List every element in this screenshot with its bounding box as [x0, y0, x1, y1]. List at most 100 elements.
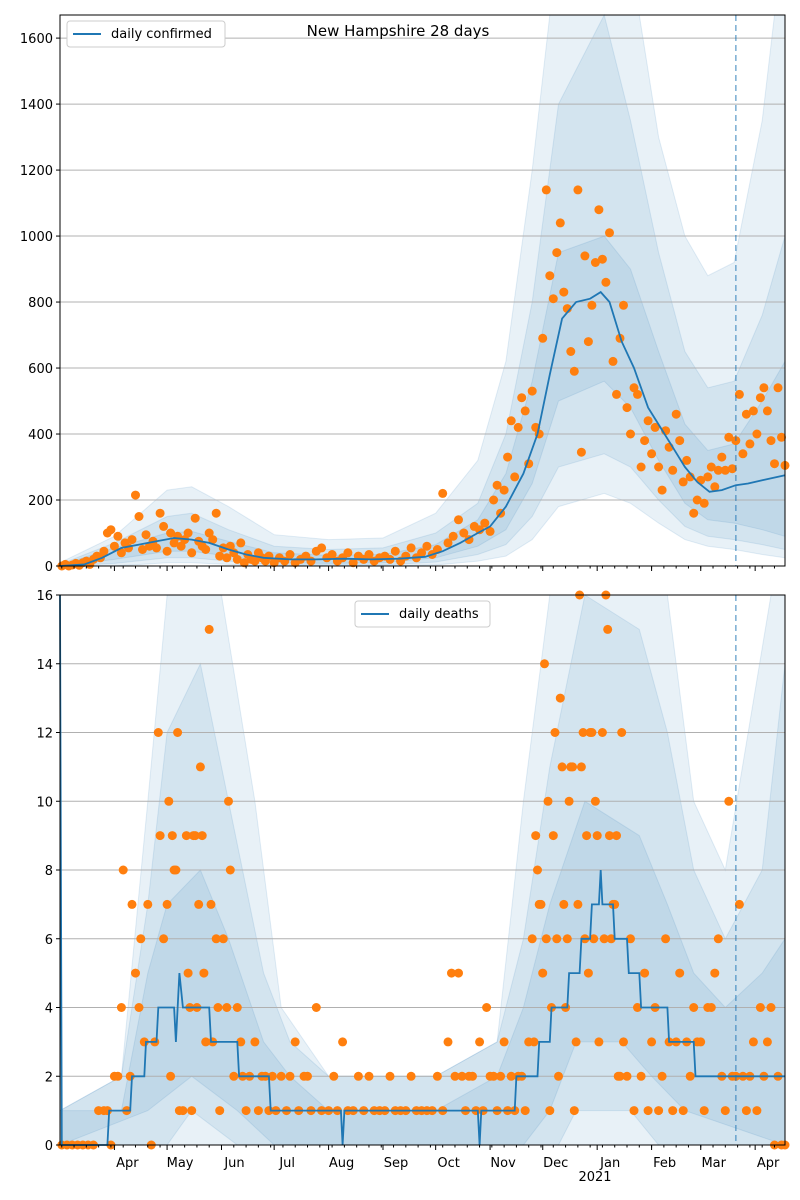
data-point [543, 796, 553, 806]
x-tick-label: Aug [329, 1156, 354, 1171]
data-point [131, 968, 140, 978]
data-point [527, 934, 537, 944]
data-point [343, 548, 353, 558]
data-point [432, 1071, 442, 1081]
confirmed-plot-frame [59, 14, 786, 567]
data-point [633, 389, 642, 399]
data-point [131, 490, 140, 500]
data-point [727, 464, 737, 474]
data-point [406, 543, 416, 553]
data-point [187, 548, 197, 558]
data-point [605, 228, 614, 238]
data-point [538, 333, 548, 343]
data-point [106, 525, 116, 535]
data-point [222, 1003, 232, 1012]
data-point [734, 389, 744, 399]
data-point [489, 495, 499, 505]
data-point [116, 548, 126, 558]
data-point [755, 393, 765, 403]
data-point [629, 1106, 639, 1116]
data-point [741, 1106, 751, 1116]
deaths-x-axis: Apr May Jun Jul Aug Sep Oct Nov Dec Jan Feb Mar Apr [61, 1145, 780, 1171]
data-point [190, 831, 200, 841]
data-point [762, 406, 772, 416]
data-point [134, 1003, 144, 1012]
data-point [267, 1071, 277, 1081]
data-point [608, 356, 618, 366]
data-point [576, 447, 586, 457]
data-point [622, 1071, 632, 1081]
data-point [706, 1003, 716, 1012]
data-point [232, 554, 242, 564]
y-tick-label: 0 [45, 560, 53, 575]
x-tick-label: Apr [757, 1156, 780, 1171]
data-point [597, 254, 607, 264]
data-point [550, 728, 560, 737]
data-point [594, 205, 604, 215]
x-tick-label: Oct [437, 1156, 459, 1171]
data-point [552, 934, 562, 944]
data-point [678, 477, 688, 487]
confirmed-gridlines [60, 37, 785, 567]
data-point [675, 436, 685, 446]
data-point [364, 550, 374, 559]
data-point [626, 934, 635, 944]
data-point [619, 300, 628, 310]
y-tick-label: 1200 [20, 164, 53, 179]
data-point [720, 465, 730, 475]
data-point [636, 462, 646, 472]
data-point [239, 558, 249, 568]
data-point [443, 538, 453, 548]
data-point [583, 337, 593, 347]
x-tick-label: Dec [543, 1156, 568, 1171]
data-point [327, 550, 337, 559]
data-point [657, 1071, 667, 1081]
x-tick-label: May [167, 1156, 194, 1171]
data-point [529, 1037, 539, 1047]
data-point [159, 934, 169, 944]
data-point [643, 416, 653, 426]
data-point [568, 762, 578, 772]
legend-label: daily confirmed [111, 27, 212, 42]
data-point [762, 1037, 772, 1047]
data-point [576, 762, 586, 772]
data-point [338, 1037, 348, 1047]
data-point [517, 393, 527, 403]
data-point [499, 485, 509, 495]
data-point [236, 538, 246, 548]
data-point [520, 406, 530, 416]
y-tick-label: 1400 [20, 98, 53, 113]
data-point [201, 1037, 211, 1047]
data-point [619, 1037, 628, 1047]
data-point [629, 383, 639, 393]
data-point [118, 865, 128, 875]
data-point [699, 498, 709, 508]
data-point [364, 1071, 374, 1081]
data-point [482, 1003, 492, 1012]
data-point [643, 1106, 653, 1116]
y-tick-label: 8 [45, 864, 53, 879]
data-point [603, 624, 613, 634]
data-point [720, 1106, 730, 1116]
data-point [166, 528, 176, 538]
deaths-plot-frame [59, 594, 786, 1146]
data-point [640, 968, 650, 978]
data-point [503, 452, 513, 462]
data-point [569, 1106, 579, 1116]
data-point [601, 277, 611, 287]
data-point [201, 545, 211, 554]
deaths-y-axis: 0 2 4 6 8 10 12 14 16 [36, 589, 60, 1154]
data-point [499, 1037, 509, 1047]
data-point [241, 1106, 251, 1116]
y-tick-label: 6 [45, 933, 53, 948]
data-point [213, 1003, 223, 1012]
data-point [194, 899, 204, 909]
data-point [766, 1003, 776, 1012]
data-point [633, 1003, 642, 1012]
data-point [183, 528, 193, 538]
data-point [513, 422, 523, 432]
data-point [657, 485, 667, 495]
deaths-scatter-points [57, 590, 790, 1150]
x-tick-label: Apr [116, 1156, 139, 1171]
